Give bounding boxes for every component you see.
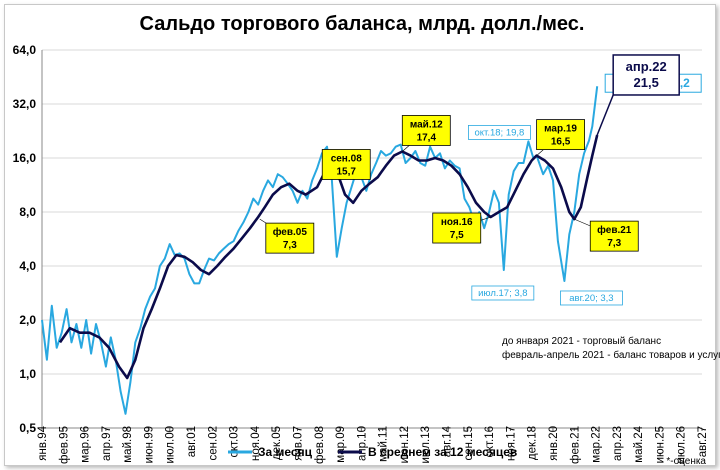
note-line-1: до января 2021 - торговый баланс: [502, 335, 661, 347]
annotation-leader: [596, 94, 614, 136]
x-tick-label: сен.15: [463, 426, 475, 460]
x-tick-label: апр.23: [612, 426, 624, 461]
y-axis-ticks: 0,5 1,0 2,0 4,0 8,0 16,0 32,0 64,0: [13, 43, 37, 435]
series: [41, 86, 599, 415]
x-tick-label: дек.18: [527, 426, 539, 460]
annotation-text: 16,5: [551, 137, 571, 148]
annotation-text: 17,4: [417, 132, 437, 143]
x-tick-label: авг.14: [442, 425, 454, 457]
series-line-avg: [58, 134, 599, 380]
x-tick-label: дек.05: [271, 426, 283, 460]
x-tick-label: май.11: [378, 426, 390, 462]
x-tick-label: мар.22: [591, 426, 603, 463]
x-tick-label: май.98: [122, 426, 134, 463]
x-tick-label: май.24: [633, 425, 645, 462]
annotation-yellow-box: май.12 17,4: [401, 115, 451, 152]
legend: За месяц В среднем за 12 месяцев: [228, 445, 517, 459]
x-tick-label: мар.09: [335, 426, 347, 463]
x-tick-label: фев.08: [314, 426, 326, 464]
annotation-box: [589, 220, 639, 252]
annotation-text: май.12: [410, 119, 443, 130]
annotation-text: июл.17; 3,8: [478, 288, 527, 299]
annotation-text: 21,5: [634, 75, 659, 90]
x-tick-label: апр.10: [356, 426, 368, 461]
legend-label-month: За месяц: [258, 445, 313, 459]
annotation-text: сен.08: [331, 153, 363, 164]
annotation-text: авг.20; 3,3: [569, 293, 613, 304]
y-tick-label: 16,0: [13, 151, 37, 165]
annotation-blue-box: июл.17; 3,8: [471, 285, 535, 301]
annotation-yellow-box: сен.08 15,7: [321, 149, 371, 180]
annotation-text: 7,5: [450, 230, 464, 241]
y-tick-label: 1,0: [19, 367, 36, 381]
annotation-text: мар.19: [544, 124, 577, 135]
x-tick-label: июн.12: [399, 426, 411, 463]
annotation-blue-box: авг.20; 3,3: [560, 290, 623, 306]
annotation-box: [560, 290, 623, 306]
y-tick-label: 4,0: [19, 259, 36, 273]
annotation-box: [265, 222, 315, 254]
x-tick-label: янв.07: [292, 426, 304, 461]
y-tick-label: 8,0: [19, 205, 36, 219]
x-tick-label: фев.95: [58, 426, 70, 464]
annotation-yellow-box: мар.19 16,5: [536, 119, 585, 156]
x-axis-ticks: янв.94 фев.95 мар.96 апр.97 май.98 июн.99 июл.…: [37, 425, 709, 464]
annotation-box: [401, 115, 451, 146]
annotation-box: [468, 124, 531, 140]
annotation-yellow-box: фев.05 7,3: [259, 218, 315, 254]
series-line-month: [41, 86, 599, 415]
y-tick-label: 0,5: [19, 421, 36, 435]
x-tick-label: янв.20: [548, 426, 560, 461]
annotation-yellow-box: ноя.16 7,5: [432, 212, 491, 244]
x-tick-label: апр.97: [101, 426, 113, 461]
annotation-box: [321, 149, 371, 180]
x-tick-label: ноя.17: [505, 426, 517, 461]
x-tick-label: сен.02: [207, 426, 219, 460]
annotation-blue-box: окт.18; 19,8: [468, 124, 531, 140]
annotation-text: апр.22: [626, 59, 667, 74]
x-tick-label: авг.27: [697, 426, 709, 457]
x-tick-label: июл.00: [165, 426, 177, 464]
footnote: *-оценка: [666, 456, 706, 467]
x-tick-label: авг.01: [186, 426, 198, 457]
annotation-text: 15,7: [337, 166, 357, 177]
annotation-text: фев.05: [273, 226, 308, 238]
y-tick-label: 64,0: [13, 43, 37, 57]
x-tick-label: ноя.04: [250, 425, 262, 461]
annotation-box: [471, 285, 535, 301]
x-tick-label: янв.94: [37, 425, 49, 460]
x-tick-label: июл.26: [676, 426, 688, 464]
x-tick-label: фев.21: [569, 426, 581, 464]
chart-title: Сальдо торгового баланса, млрд. долл./ме…: [140, 13, 585, 35]
annotation-text: фев.21: [597, 224, 632, 236]
annotation-box: [612, 54, 680, 96]
annotations: сен.08 15,7 май.12 17,4 мар.19 16,5 фев.05 7,3 н…: [259, 54, 702, 306]
x-tick-label: июн.99: [143, 426, 155, 463]
y-tick-label: 2,0: [19, 313, 36, 327]
x-tick-label: окт.03: [229, 426, 241, 458]
annotation-yellow-box: фев.21 7,3: [574, 218, 639, 252]
annotation-text: ноя.16: [441, 217, 473, 228]
annotation-text: 7,3: [607, 238, 621, 249]
legend-label-avg: В среднем за 12 месяцев: [368, 445, 517, 459]
note-line-2: февраль-апрель 2021 - баланс товаров и у…: [502, 349, 720, 361]
y-tick-label: 32,0: [13, 97, 37, 111]
x-tick-label: июл.13: [420, 426, 432, 464]
x-tick-label: окт.16: [484, 426, 496, 458]
x-tick-label: мар.96: [80, 426, 92, 463]
annotation-text: окт.18; 19,8: [474, 127, 524, 138]
x-tick-label: июн.25: [654, 426, 666, 463]
annotation-box: [536, 119, 585, 151]
annotation-box: [432, 212, 482, 244]
annotation-text: 7,3: [283, 240, 297, 251]
